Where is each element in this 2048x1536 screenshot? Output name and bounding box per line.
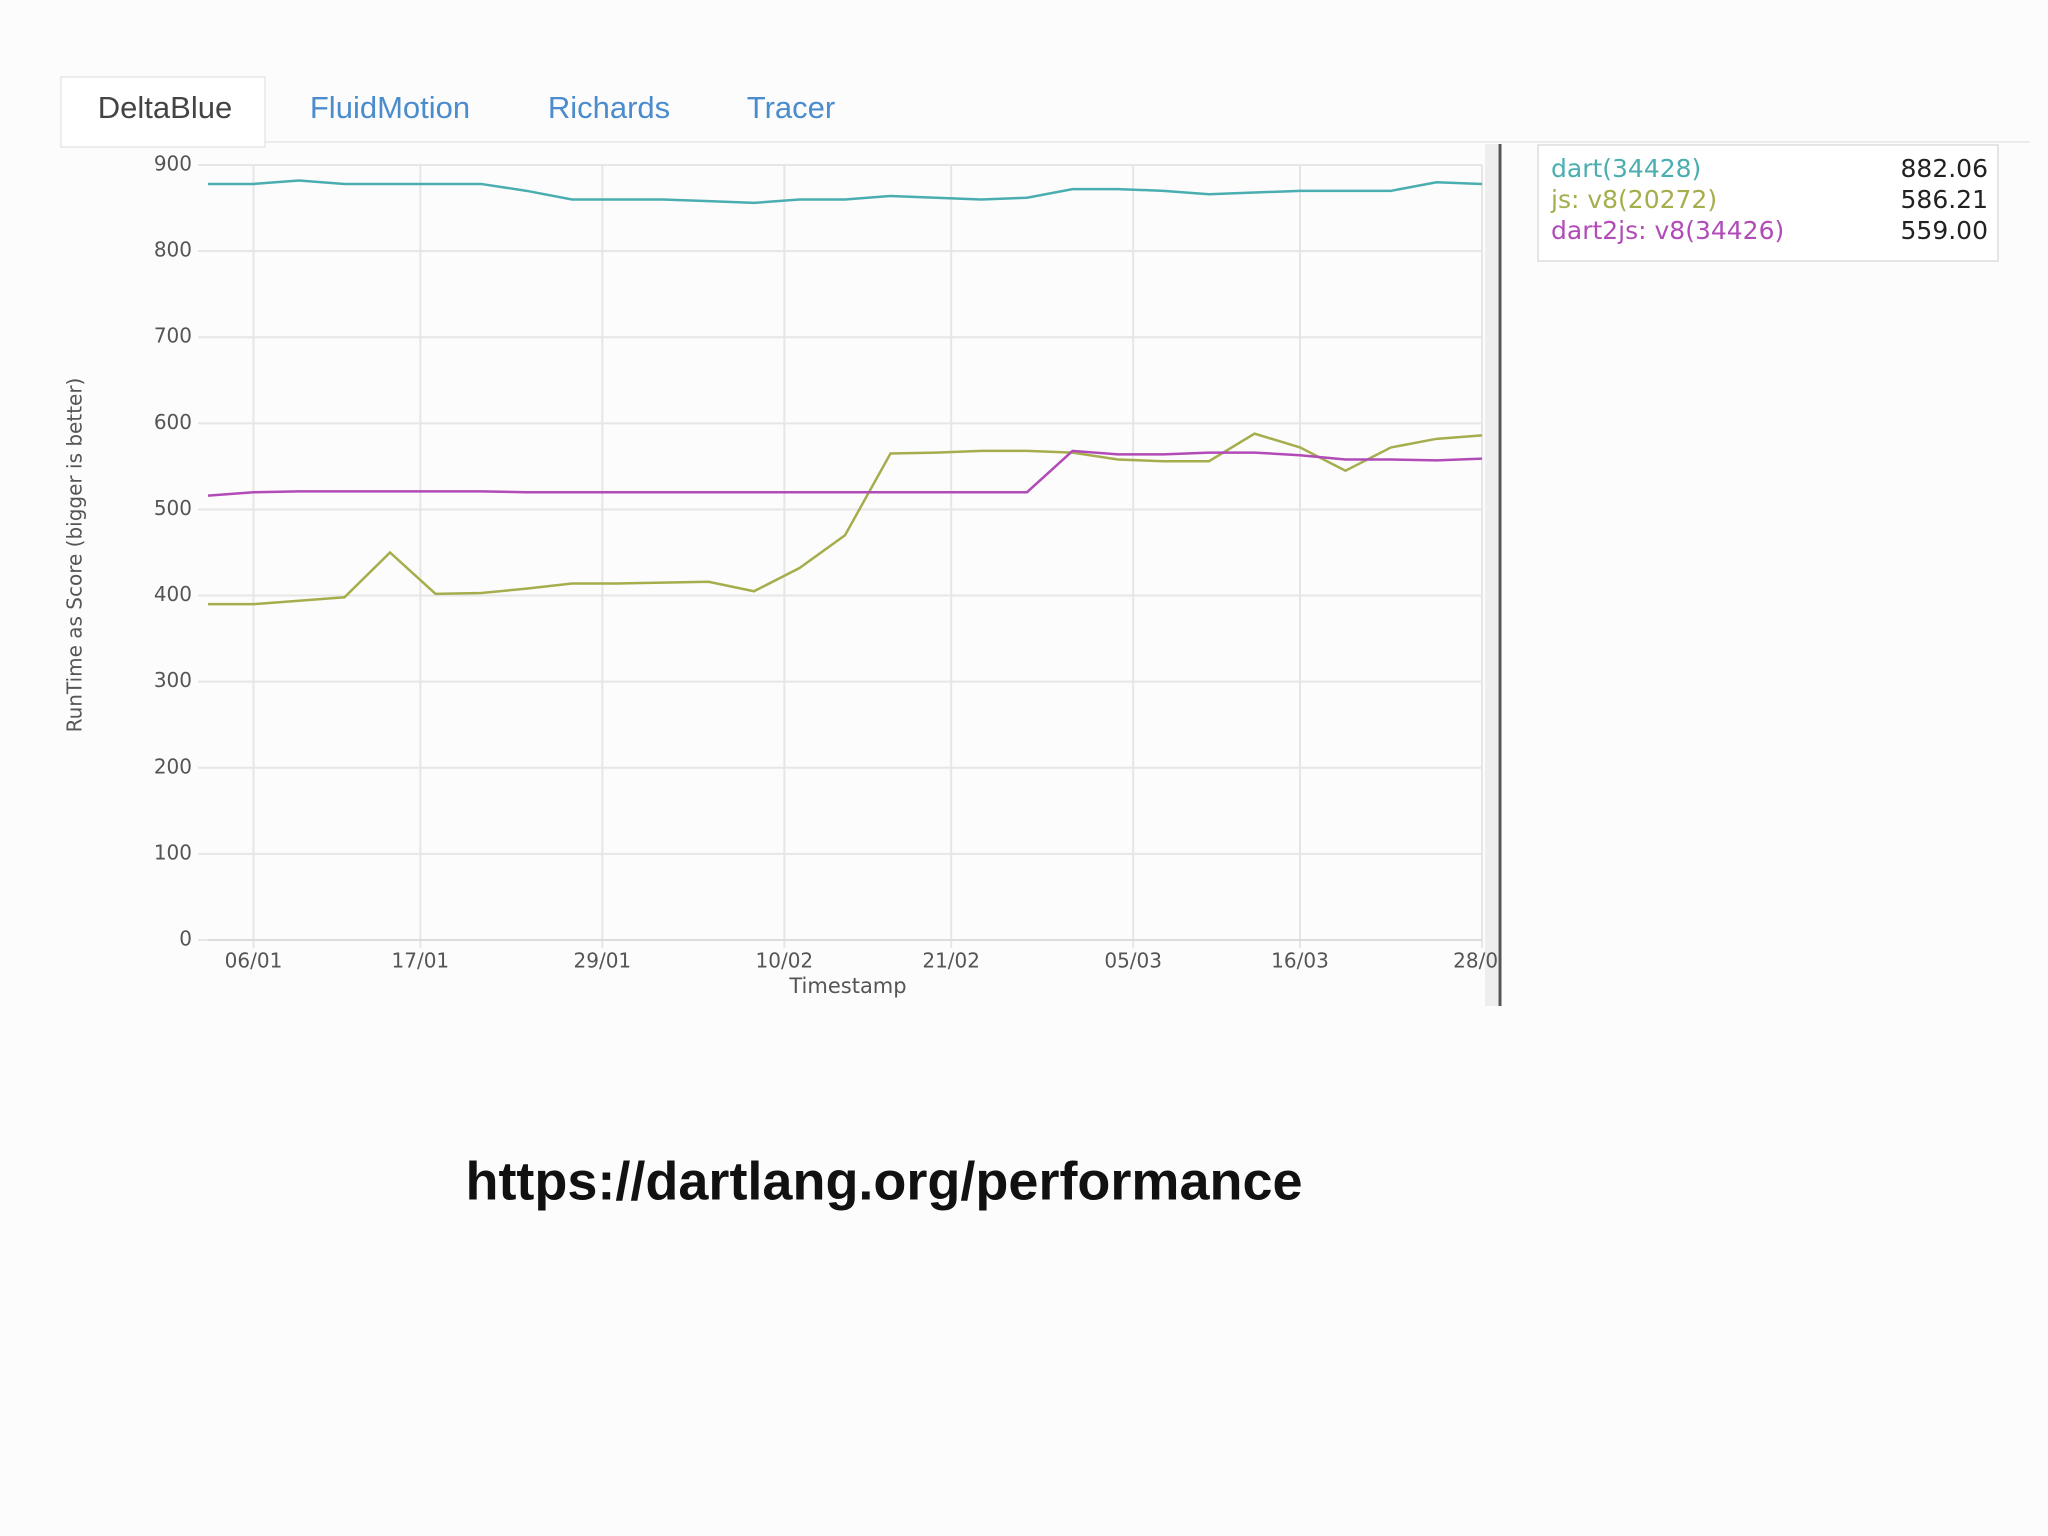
y-tick-label: 200 <box>154 754 192 778</box>
legend-value: 882.06 <box>1901 154 1988 183</box>
legend-value: 586.21 <box>1901 185 1988 214</box>
x-tick-label: 29/01 <box>574 949 632 973</box>
legend-label: dart(34428) <box>1551 154 1701 183</box>
tab[interactable]: DeltaBlue <box>98 90 232 125</box>
legend-label: js: v8(20272) <box>1550 185 1717 214</box>
y-tick-label: 300 <box>154 668 192 692</box>
active-tab-box <box>60 76 266 148</box>
x-tick-label: 28/03 <box>1453 949 1511 973</box>
series-line <box>207 449 1483 497</box>
y-tick-label: 0 <box>179 927 192 951</box>
series-line <box>208 179 1483 205</box>
y-tick-label: 800 <box>154 238 192 262</box>
scroll-strip <box>1485 144 1498 1006</box>
x-tick-label: 16/03 <box>1271 949 1329 973</box>
tab[interactable]: Richards <box>548 90 670 125</box>
legend-box <box>1537 144 1999 262</box>
x-tick-label: 10/02 <box>756 949 814 973</box>
series-line <box>208 432 1483 606</box>
tab[interactable]: Tracer <box>747 90 835 125</box>
legend-value: 559.00 <box>1901 216 1988 245</box>
url: https://dartlang.org/performance <box>465 1151 1302 1211</box>
legend-label: dart2js: v8(34426) <box>1551 216 1784 245</box>
y-tick-label: 600 <box>154 410 192 434</box>
y-tick-label: 500 <box>154 496 192 520</box>
y-axis-title: RunTime as Score (bigger is better) <box>63 378 87 733</box>
y-tick-label: 400 <box>154 582 192 606</box>
tab[interactable]: FluidMotion <box>310 90 470 125</box>
x-tick-label: 06/01 <box>225 949 283 973</box>
y-tick-label: 900 <box>154 152 192 176</box>
x-tick-label: 05/03 <box>1104 949 1162 973</box>
x-axis-title: Timestamp <box>788 974 906 998</box>
x-tick-label: 21/02 <box>922 949 980 973</box>
x-tick-label: 17/01 <box>392 949 450 973</box>
y-tick-label: 700 <box>154 324 192 348</box>
y-tick-label: 100 <box>154 840 192 864</box>
tick-group: 06/01 17/01 29/01 10/02 21/02 05/03 16/03 28/03 <box>225 949 1511 973</box>
